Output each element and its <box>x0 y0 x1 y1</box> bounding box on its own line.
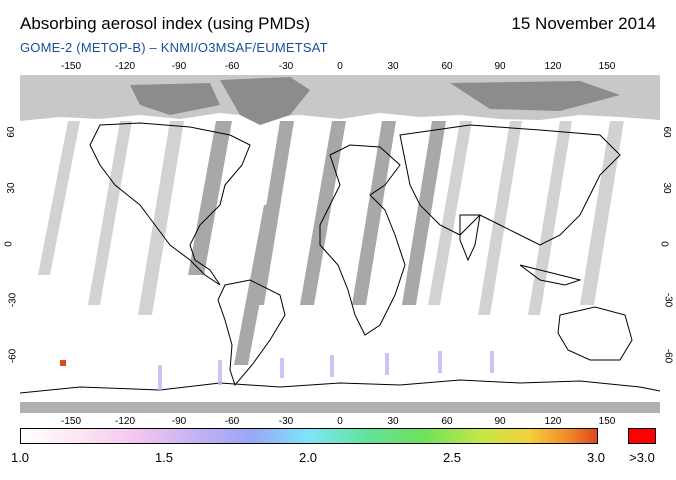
lon-tick-bottom: -120 <box>114 416 136 427</box>
colorbar-label: 2.5 <box>442 450 462 465</box>
lon-tick-top: 150 <box>598 61 616 72</box>
lat-tick-left: 30 <box>6 182 18 194</box>
lon-tick-bottom: -150 <box>60 416 82 427</box>
page-title: Absorbing aerosol index (using PMDs) <box>20 14 311 33</box>
lat-tick-left: -60 <box>7 348 19 364</box>
lon-tick-top: -90 <box>171 61 187 72</box>
subtitle: GOME-2 (METOP-B) – KNMI/O3MSAF/EUMETSAT <box>20 40 328 55</box>
lon-tick-bottom: -60 <box>224 416 240 427</box>
lon-tick-bottom: -90 <box>171 416 187 427</box>
colorbar-label: 1.5 <box>154 450 174 465</box>
lat-tick-right: 60 <box>661 126 673 138</box>
lon-tick-top: 60 <box>441 61 453 72</box>
lon-tick-bottom: 150 <box>598 416 616 427</box>
lon-tick-top: 0 <box>337 61 343 72</box>
lon-tick-bottom: 120 <box>544 416 562 427</box>
lat-tick-left: 0 <box>3 241 15 247</box>
lon-tick-top: -60 <box>224 61 240 72</box>
colorbar-label: 2.0 <box>298 450 318 465</box>
colorbar-max-swatch <box>628 428 656 444</box>
lon-tick-top: 90 <box>494 61 506 72</box>
lon-tick-bottom: 0 <box>337 416 343 427</box>
colorbar-label: 1.0 <box>10 450 30 465</box>
colorbar-max-label: >3.0 <box>629 450 655 465</box>
colorbar <box>20 428 598 444</box>
lon-tick-top: 120 <box>544 61 562 72</box>
lat-tick-right: 30 <box>661 182 673 194</box>
lon-tick-top: -120 <box>114 61 136 72</box>
lat-tick-right: -30 <box>662 292 674 308</box>
colorbar-label: 3.0 <box>586 450 606 465</box>
lon-tick-top: -150 <box>60 61 82 72</box>
lat-tick-left: -30 <box>7 292 19 308</box>
world-map <box>19 75 661 413</box>
lon-tick-bottom: -30 <box>278 416 294 427</box>
lon-tick-top: 30 <box>387 61 399 72</box>
date-label: 15 November 2014 <box>511 14 656 33</box>
lon-tick-bottom: 90 <box>494 416 506 427</box>
lat-tick-right: -60 <box>662 348 674 364</box>
lat-tick-left: 60 <box>6 126 18 138</box>
lon-tick-bottom: 60 <box>441 416 453 427</box>
lon-tick-top: -30 <box>278 61 294 72</box>
lon-tick-bottom: 30 <box>387 416 399 427</box>
